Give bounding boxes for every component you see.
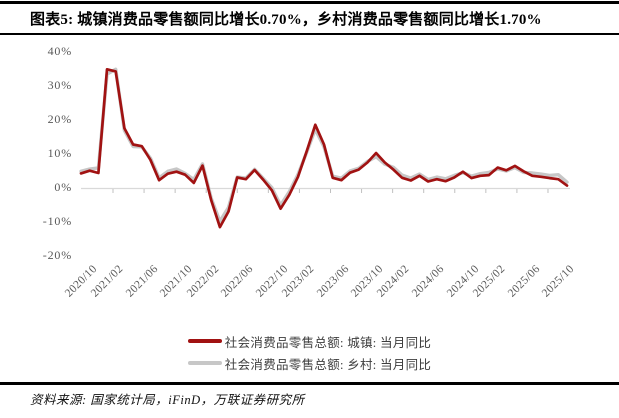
y-tick-label: 20% <box>47 112 72 126</box>
y-tick-label: 30% <box>47 78 72 92</box>
legend-item-rural: 社会消费品零售总额: 乡村: 当月同比 <box>187 352 432 374</box>
urban-line-swatch <box>187 339 222 343</box>
y-tick-label: -10% <box>42 214 72 228</box>
plot-svg <box>79 67 570 229</box>
legend: 社会消费品零售总额: 城镇: 当月同比 社会消费品零售总额: 乡村: 当月同比 <box>0 330 619 374</box>
footer-divider <box>0 382 619 385</box>
y-tick-label: 40% <box>47 44 72 58</box>
top-border <box>0 1 619 4</box>
y-tick-label: -20% <box>42 248 72 262</box>
rural-line-swatch <box>187 361 222 365</box>
y-tick-label: 10% <box>47 146 72 160</box>
legend-label-urban: 社会消费品零售总额: 城镇: 当月同比 <box>224 335 432 350</box>
line-chart: 40% 30% 20% 10% 0% -10% -20% 2020/10 2021/02 202… <box>0 36 619 326</box>
figure-title: 图表5: 城镇消费品零售额同比增长0.70%，乡村消费品零售额同比增长1.70% <box>30 12 542 28</box>
title-divider <box>0 33 619 35</box>
legend-item-urban: 社会消费品零售总额: 城镇: 当月同比 <box>187 330 432 352</box>
legend-label-rural: 社会消费品零售总额: 乡村: 当月同比 <box>224 357 432 372</box>
source-note: 资料来源: 国家统计局，iFinD，万联证券研究所 <box>30 393 305 407</box>
urban-series-line <box>79 67 569 229</box>
y-tick-label: 0% <box>54 180 72 194</box>
